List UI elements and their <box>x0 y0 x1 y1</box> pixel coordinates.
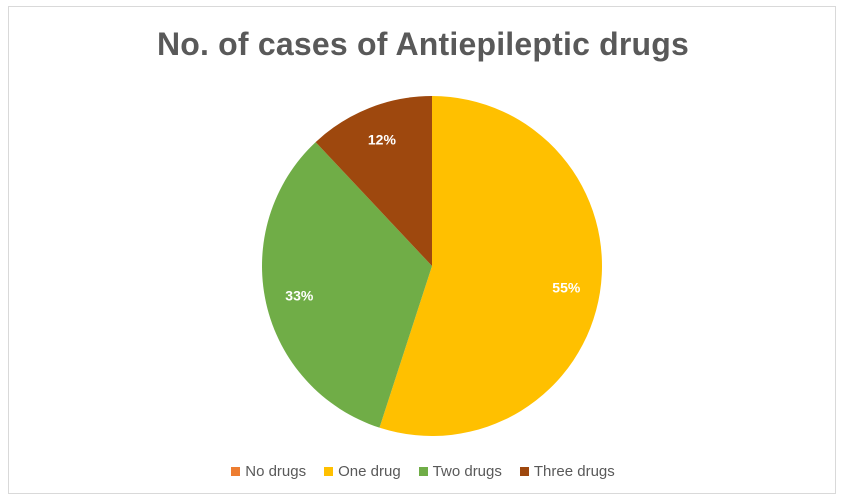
legend-swatch <box>324 467 334 476</box>
legend-label: Two drugs <box>432 463 502 480</box>
legend-label: One drug <box>338 463 401 480</box>
pie-slice-three-drugs <box>315 96 432 266</box>
pie-slice-two-drugs <box>262 142 432 428</box>
legend-item-three-drugs: Three drugs <box>519 463 615 480</box>
chart-title: No. of cases of Antiepileptic drugs <box>156 26 690 62</box>
legend-swatch <box>519 467 529 476</box>
legend-label: Three drugs <box>533 463 615 480</box>
data-label: 33% <box>285 288 314 304</box>
legend-item-no-drugs: No drugs <box>231 463 306 480</box>
legend-swatch <box>231 467 241 476</box>
legend-label: No drugs <box>245 463 307 480</box>
legend: No drugs One drug Two drugs Three drugs <box>0 463 846 480</box>
data-label: 55% <box>552 279 581 295</box>
legend-item-two-drugs: Two drugs <box>418 463 502 480</box>
legend-swatch <box>418 467 428 476</box>
pie-slice-one-drug <box>379 96 603 436</box>
legend-item-one-drug: One drug <box>324 463 401 480</box>
data-label: 12% <box>368 132 397 148</box>
